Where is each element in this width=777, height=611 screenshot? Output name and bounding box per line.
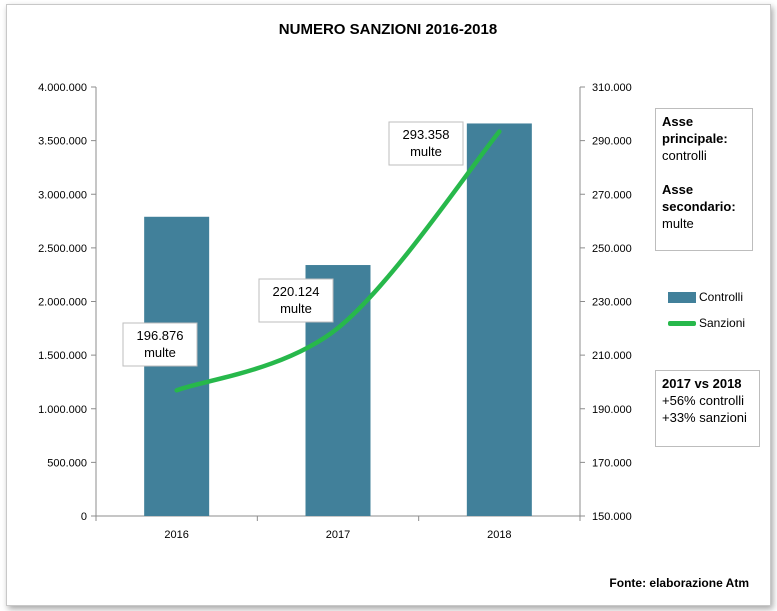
y-tick-label-primary: 2.500.000: [38, 243, 87, 255]
bar-controlli: [466, 123, 532, 516]
comparison-note: 2017 vs 2018 +56% controlli +33% sanzion…: [655, 370, 760, 447]
legend-label-controlli: Controlli: [699, 290, 744, 304]
y-tick-label-secondary: 290.000: [592, 136, 632, 148]
data-label-box: [122, 322, 198, 367]
data-label-unit: multe: [410, 144, 442, 159]
legend-item-sanzioni: Sanzioni: [668, 316, 745, 330]
data-label-unit: multe: [280, 301, 312, 316]
y-tick-label-secondary: 170.000: [592, 457, 632, 469]
comparison-title: 2017 vs 2018: [662, 376, 742, 391]
data-label-value: 293.358: [403, 127, 450, 142]
axis-secondary-title: Asse secondario:: [662, 182, 736, 214]
y-tick-label-primary: 1.500.000: [38, 350, 87, 362]
legend-swatch-controlli: [668, 291, 696, 303]
y-tick-label-primary: 3.500.000: [38, 136, 87, 148]
y-tick-label-primary: 1.000.000: [38, 404, 87, 416]
comparison-line-sanzioni: +33% sanzioni: [662, 410, 747, 425]
y-tick-label-secondary: 250.000: [592, 243, 632, 255]
x-tick-label: 2017: [326, 529, 350, 541]
y-tick-label-secondary: 190.000: [592, 404, 632, 416]
data-label-value: 196.876: [137, 328, 184, 343]
y-tick-label-primary: 2.000.000: [38, 297, 87, 309]
x-tick-label: 2018: [487, 529, 511, 541]
y-tick-label-secondary: 150.000: [592, 511, 632, 523]
line-sanzioni: [174, 129, 502, 393]
x-tick-label: 2016: [164, 529, 188, 541]
y-tick-label-primary: 3.000.000: [38, 189, 87, 201]
comparison-line-controlli: +56% controlli: [662, 393, 745, 408]
legend-label-sanzioni: Sanzioni: [699, 316, 746, 330]
chart-title: NUMERO SANZIONI 2016-2018: [279, 21, 497, 38]
data-label-unit: multe: [144, 345, 176, 360]
data-label-value: 220.124: [273, 284, 320, 299]
y-tick-label-primary: 0: [81, 511, 87, 523]
data-label-box: [258, 278, 334, 323]
axis-primary-value: controlli: [662, 148, 707, 163]
legend-item-controlli: Controlli: [668, 290, 743, 304]
source-note: Fonte: elaborazione Atm: [609, 576, 749, 590]
legend-swatch-sanzioni: [668, 320, 696, 326]
axis-note: Asse principale: controlli Asse secondar…: [655, 108, 753, 251]
y-tick-label-primary: 500.000: [47, 457, 87, 469]
y-tick-label-secondary: 210.000: [592, 350, 632, 362]
axis-primary-title: Asse principale:: [662, 114, 728, 146]
chart-frame: [6, 4, 771, 606]
axis-secondary-value: multe: [662, 216, 694, 231]
data-label-box: [388, 121, 464, 166]
y-tick-label-primary: 4.000.000: [38, 82, 87, 94]
y-tick-label-secondary: 310.000: [592, 82, 632, 94]
y-tick-label-secondary: 230.000: [592, 297, 632, 309]
y-tick-label-secondary: 270.000: [592, 189, 632, 201]
